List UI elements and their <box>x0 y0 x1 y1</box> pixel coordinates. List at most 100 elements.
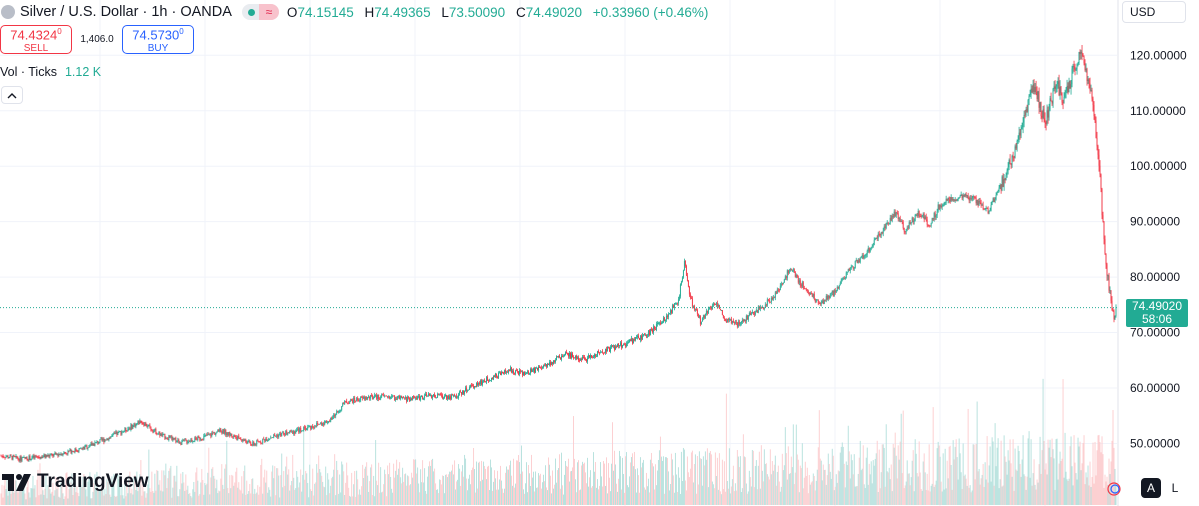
go-to-realtime-icon[interactable] <box>1106 481 1121 496</box>
sell-button[interactable]: 74.43240 SELL <box>0 25 72 54</box>
volume-bar <box>781 453 783 505</box>
volume-bar <box>151 471 153 505</box>
volume-bar <box>970 492 972 505</box>
candle-body <box>858 260 860 263</box>
candle-body <box>950 197 952 202</box>
candle-body <box>202 439 204 441</box>
volume-bar <box>1096 450 1098 505</box>
candle-body <box>1085 68 1087 71</box>
volume-bar <box>212 467 214 505</box>
candle-body <box>45 455 47 458</box>
volume-bar <box>696 456 698 505</box>
volume-bar <box>218 490 220 505</box>
candle-body <box>402 396 404 398</box>
candle-body <box>44 454 46 458</box>
candle-body <box>644 334 646 336</box>
tradingview-logo[interactable]: TradingView <box>2 471 149 493</box>
volume-bar <box>612 422 613 505</box>
candle-body <box>674 302 676 304</box>
candle-body <box>569 352 570 357</box>
candle-body <box>410 398 412 401</box>
volume-bar <box>748 470 750 505</box>
volume-bar <box>236 467 238 505</box>
volume-bar <box>1043 440 1045 505</box>
candle-body <box>119 431 121 433</box>
volume-bar <box>1105 481 1107 505</box>
candle-body <box>345 400 347 402</box>
volume-bar <box>1008 460 1010 505</box>
candle-body <box>617 343 619 347</box>
log-scale-button[interactable]: L <box>1171 481 1179 495</box>
volume-bar <box>167 478 169 505</box>
candle-body <box>167 439 169 441</box>
volume-bar <box>525 483 526 505</box>
volume-bar <box>140 460 142 505</box>
candle-body <box>314 426 316 428</box>
price-axis[interactable]: 120.00000110.00000100.0000090.0000080.00… <box>1130 48 1187 450</box>
volume-bar <box>6 474 8 505</box>
candle-body <box>146 425 148 427</box>
candle-body <box>220 428 222 432</box>
candle-body <box>68 450 70 452</box>
candle-body <box>27 460 29 462</box>
volume-bar <box>1037 482 1039 505</box>
volume-bar <box>699 458 701 505</box>
volume-bar <box>876 440 878 505</box>
tradingview-logo-icon <box>2 474 31 491</box>
candle-body <box>769 301 771 303</box>
volume-bar <box>626 485 628 505</box>
candle-body <box>372 395 374 400</box>
volume-bar <box>1083 435 1085 505</box>
volume-bar <box>961 488 963 505</box>
volume-bar <box>565 461 566 505</box>
volume-bar <box>379 492 381 505</box>
candle-body <box>1013 157 1015 159</box>
volume-bar <box>446 474 448 505</box>
volume-bar <box>221 464 223 505</box>
candle-body <box>573 356 574 358</box>
currency-selector[interactable]: USD <box>1122 1 1186 23</box>
volume-bar <box>283 470 285 505</box>
candle-body <box>700 321 702 325</box>
candle-body <box>778 289 780 291</box>
volume-bar <box>348 487 350 505</box>
candle-body <box>23 457 25 458</box>
volume-bar <box>522 471 523 505</box>
collapse-legend-button[interactable] <box>1 86 23 104</box>
volume-bar <box>213 475 215 505</box>
candle-body <box>459 391 461 395</box>
volume-bar <box>516 460 517 505</box>
volume-bar <box>61 486 63 505</box>
symbol-title[interactable]: Silver / U.S. Dollar · 1h · OANDA <box>20 4 232 20</box>
ohlc-values: O74.15145 H74.49365 L73.50090 C74.49020 … <box>287 5 715 20</box>
volume-bar <box>798 492 800 505</box>
auto-scale-button[interactable]: A <box>1141 478 1161 498</box>
candle-body <box>186 440 188 443</box>
volume-bar <box>950 464 952 505</box>
candle-body <box>436 397 438 399</box>
volume-bar <box>467 490 469 505</box>
candle-body <box>849 268 851 271</box>
candle-body <box>256 440 258 445</box>
buy-button[interactable]: 74.57300 BUY <box>122 25 194 54</box>
volume-bar <box>572 467 573 505</box>
volume-bar <box>408 476 410 505</box>
candle-body <box>2 455 4 458</box>
volume-bar <box>498 489 500 505</box>
candle-body <box>42 457 44 458</box>
candle-body <box>25 457 27 459</box>
volume-bar <box>991 437 993 505</box>
candle-body <box>46 455 48 457</box>
candle-body <box>334 414 336 417</box>
candle-body <box>808 292 810 295</box>
candle-body <box>627 342 629 343</box>
market-status-pill[interactable]: ≈ <box>241 4 279 20</box>
volume-bar <box>787 446 789 505</box>
candle-body <box>559 355 560 358</box>
volume-bar <box>881 444 883 505</box>
volume-legend[interactable]: Vol · Ticks 1.12 K <box>0 65 101 79</box>
candle-body <box>381 394 383 397</box>
candle-body <box>444 396 446 399</box>
candle-body <box>938 204 940 210</box>
